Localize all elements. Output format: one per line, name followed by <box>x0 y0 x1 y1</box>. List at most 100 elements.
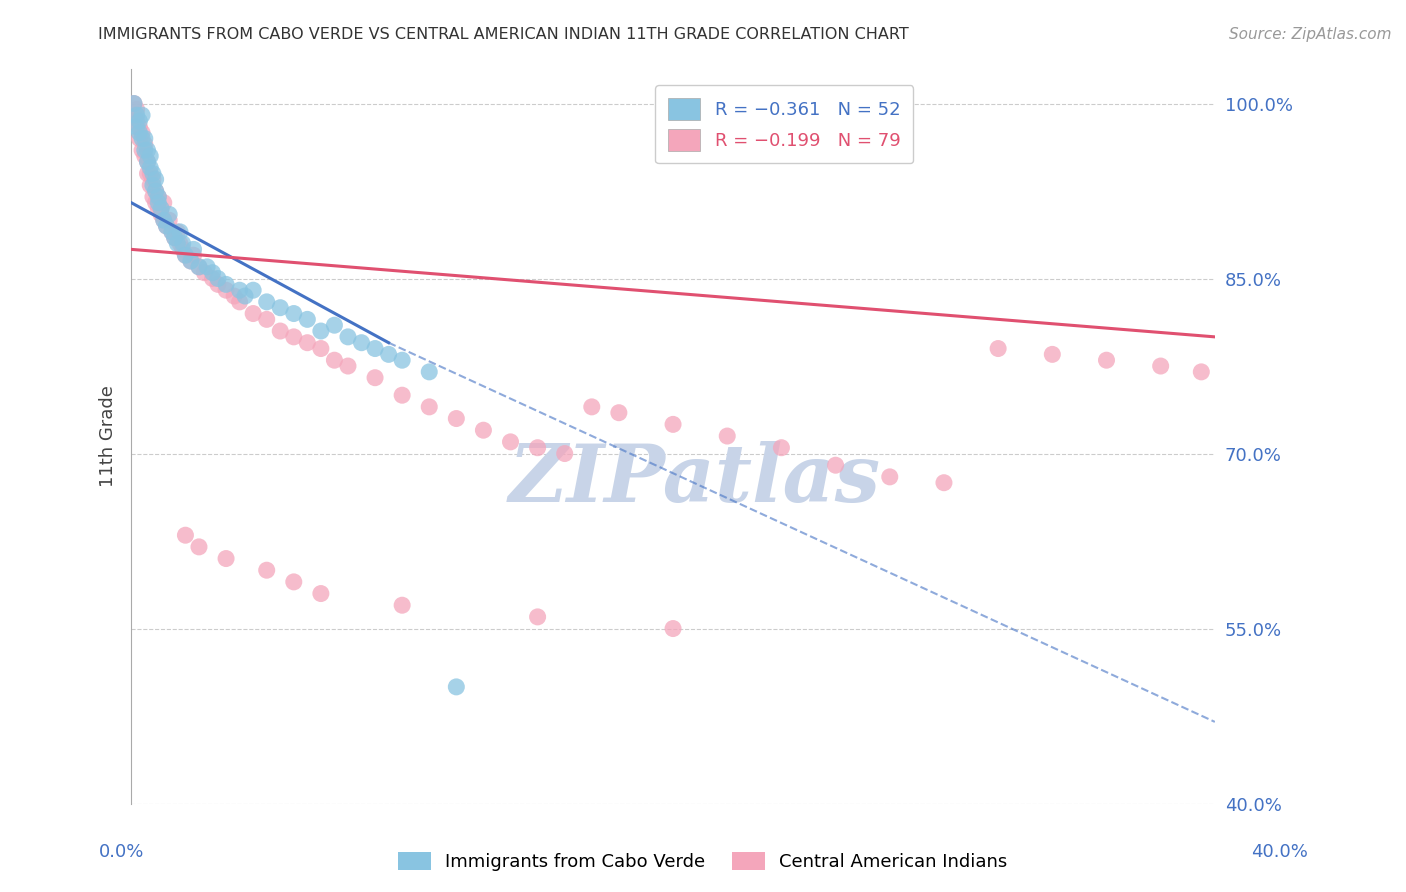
Point <box>932 475 955 490</box>
Point <box>142 167 165 181</box>
Point <box>125 108 148 122</box>
Point <box>163 230 186 244</box>
Point <box>122 96 145 111</box>
Point <box>174 248 197 262</box>
Point <box>150 207 173 221</box>
Point <box>309 586 332 600</box>
Point <box>377 347 399 361</box>
Point <box>297 312 319 326</box>
Legend: R = −0.361   N = 52, R = −0.199   N = 79: R = −0.361 N = 52, R = −0.199 N = 79 <box>655 85 914 163</box>
Point <box>1150 359 1173 373</box>
Point <box>139 167 162 181</box>
Point <box>662 622 685 636</box>
Point <box>148 190 170 204</box>
Point <box>283 574 305 589</box>
Point <box>554 446 576 460</box>
Point <box>134 143 156 157</box>
Point <box>174 248 197 262</box>
Point <box>122 108 145 122</box>
Point <box>336 359 359 373</box>
Point <box>446 411 468 425</box>
Point <box>1189 365 1212 379</box>
Point <box>336 330 359 344</box>
Point <box>824 458 846 473</box>
Point <box>169 236 191 251</box>
Y-axis label: 11th Grade: 11th Grade <box>100 385 117 487</box>
Point <box>142 172 165 186</box>
Point <box>309 342 332 356</box>
Point <box>499 434 522 449</box>
Point <box>139 161 162 175</box>
Point <box>201 271 224 285</box>
Point <box>155 219 177 233</box>
Point <box>131 143 153 157</box>
Point <box>174 528 197 542</box>
Point <box>228 283 250 297</box>
Point <box>136 143 159 157</box>
Point <box>125 120 148 134</box>
Point <box>163 230 186 244</box>
Point <box>242 283 264 297</box>
Text: 40.0%: 40.0% <box>1251 843 1308 861</box>
Point <box>183 243 205 257</box>
Point <box>183 248 205 262</box>
Point <box>256 312 278 326</box>
Point <box>323 353 346 368</box>
Point <box>148 202 170 216</box>
Point <box>172 243 194 257</box>
Point <box>152 213 174 227</box>
Point <box>122 96 145 111</box>
Point <box>157 213 180 227</box>
Point <box>228 294 250 309</box>
Point <box>157 207 180 221</box>
Point <box>136 167 159 181</box>
Point <box>188 260 211 274</box>
Point <box>662 417 685 432</box>
Point <box>139 149 162 163</box>
Point <box>1095 353 1118 368</box>
Legend: Immigrants from Cabo Verde, Central American Indians: Immigrants from Cabo Verde, Central Amer… <box>391 845 1015 879</box>
Point <box>297 335 319 350</box>
Point <box>136 154 159 169</box>
Text: Source: ZipAtlas.com: Source: ZipAtlas.com <box>1229 27 1392 42</box>
Point <box>148 195 170 210</box>
Point <box>242 306 264 320</box>
Point <box>134 137 156 152</box>
Point <box>472 423 495 437</box>
Point <box>155 219 177 233</box>
Point <box>256 294 278 309</box>
Point <box>581 400 603 414</box>
Point <box>418 365 440 379</box>
Text: IMMIGRANTS FROM CABO VERDE VS CENTRAL AMERICAN INDIAN 11TH GRADE CORRELATION CHA: IMMIGRANTS FROM CABO VERDE VS CENTRAL AM… <box>98 27 910 42</box>
Point <box>160 225 183 239</box>
Point <box>152 195 174 210</box>
Point <box>195 260 218 274</box>
Point <box>770 441 793 455</box>
Point <box>215 551 238 566</box>
Point <box>125 103 148 117</box>
Point <box>150 202 173 216</box>
Point <box>418 400 440 414</box>
Point <box>166 225 188 239</box>
Point <box>188 260 211 274</box>
Point <box>987 342 1010 356</box>
Point <box>131 126 153 140</box>
Point <box>1040 347 1063 361</box>
Point <box>131 108 153 122</box>
Point <box>142 190 165 204</box>
Point <box>125 114 148 128</box>
Point <box>201 266 224 280</box>
Point <box>269 324 291 338</box>
Point <box>188 540 211 554</box>
Point <box>879 470 901 484</box>
Point <box>128 131 150 145</box>
Point <box>128 126 150 140</box>
Point <box>283 306 305 320</box>
Point <box>145 172 167 186</box>
Point <box>136 154 159 169</box>
Point <box>215 277 238 292</box>
Point <box>207 277 229 292</box>
Point <box>180 254 202 268</box>
Text: ZIPatlas: ZIPatlas <box>509 442 880 519</box>
Point <box>364 370 387 384</box>
